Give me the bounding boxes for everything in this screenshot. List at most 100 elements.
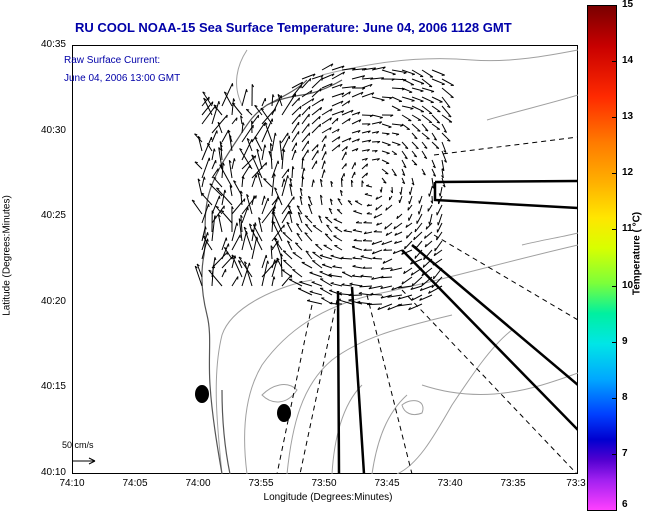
current-vector [414,222,423,233]
current-vector [377,303,393,311]
current-vector [411,96,424,102]
current-vector [421,141,428,149]
current-vector [301,98,315,107]
current-vector [422,258,433,268]
current-vector [237,260,243,269]
current-vector-head [248,262,251,266]
current-vector-head [430,200,433,204]
current-vector-head [384,226,387,230]
current-vector-head [428,193,430,197]
current-vector [381,132,390,135]
current-vector-head [364,193,368,195]
current-vector-head [337,128,340,132]
colorbar-tick-mark [612,173,617,175]
current-vector-head [448,115,452,118]
current-vector-head [320,194,323,198]
current-vector [291,131,300,143]
current-vector [349,283,363,287]
current-vector [441,87,454,98]
current-vector-head [224,247,228,250]
colorbar-tick-mark [612,61,617,63]
current-vector [361,92,375,98]
current-vector [371,121,382,125]
current-vector [281,175,289,197]
current-vector [231,98,234,116]
current-vector [401,87,413,93]
current-vector-head [363,220,367,224]
current-vector-head [289,183,292,187]
x-tick-label: 73:45 [374,478,400,489]
current-vector-head [336,118,339,122]
current-vector [260,107,273,125]
current-vector-head [260,107,264,111]
current-vector [411,87,424,92]
current-vector-head [425,129,429,132]
current-vector [307,196,313,206]
current-vector-head [277,160,280,164]
current-vector [361,149,370,152]
current-vector [321,108,333,116]
current-vector [319,287,333,296]
current-vector [431,105,441,113]
current-vector [301,261,313,269]
current-vector-head [380,266,384,270]
current-vector [271,94,274,107]
current-vector-head [225,237,228,241]
current-vector [272,211,283,233]
current-vector-head [208,203,210,208]
current-vector [229,185,233,197]
current-vector-head [447,105,451,109]
current-vector-head [380,275,384,279]
current-vector [309,272,323,278]
current-vector [391,132,400,135]
current-vector [401,96,415,102]
current-vector [351,75,365,80]
current-vector [329,303,343,305]
current-vector [211,215,216,242]
current-vector-head [337,298,342,301]
current-vector [271,95,282,116]
colorbar-tick-label: 13 [622,111,634,123]
current-vector [381,150,390,154]
current-vector [304,223,313,233]
current-vector [381,123,392,128]
coastline [201,79,343,474]
current-vector-head [342,71,346,75]
current-vector [211,251,229,269]
current-vector-head [290,274,292,278]
current-vector [354,200,363,206]
current-vector [411,123,421,132]
current-vector-head [207,238,209,242]
current-vector [251,236,258,260]
current-vector [241,207,249,224]
current-vector [283,259,293,269]
current-vector-head [385,172,389,175]
current-vector [421,276,433,287]
current-vector [381,69,396,75]
current-vector-head [379,117,383,119]
current-vector-head [273,276,276,280]
current-vector [270,245,273,260]
current-vector-head [343,229,347,232]
current-vector-head [330,282,334,284]
current-vector-head [330,83,333,87]
current-vector-head [393,173,397,177]
current-vector-head [219,164,223,167]
current-vector [208,269,223,287]
current-vector-head [357,300,361,303]
current-vector [433,267,443,280]
current-vector-head [366,163,369,167]
current-vector [385,231,393,237]
current-vector [441,141,447,153]
current-vector-head [309,78,312,82]
current-vector [411,276,423,287]
current-vector [340,178,343,188]
current-vector-head [377,141,381,144]
current-vector [429,213,433,225]
current-vector [241,231,247,251]
current-vector [328,274,343,278]
current-vector-head [431,284,434,288]
current-vector [319,271,333,278]
current-vector [220,210,233,224]
current-vector-head [208,269,212,272]
